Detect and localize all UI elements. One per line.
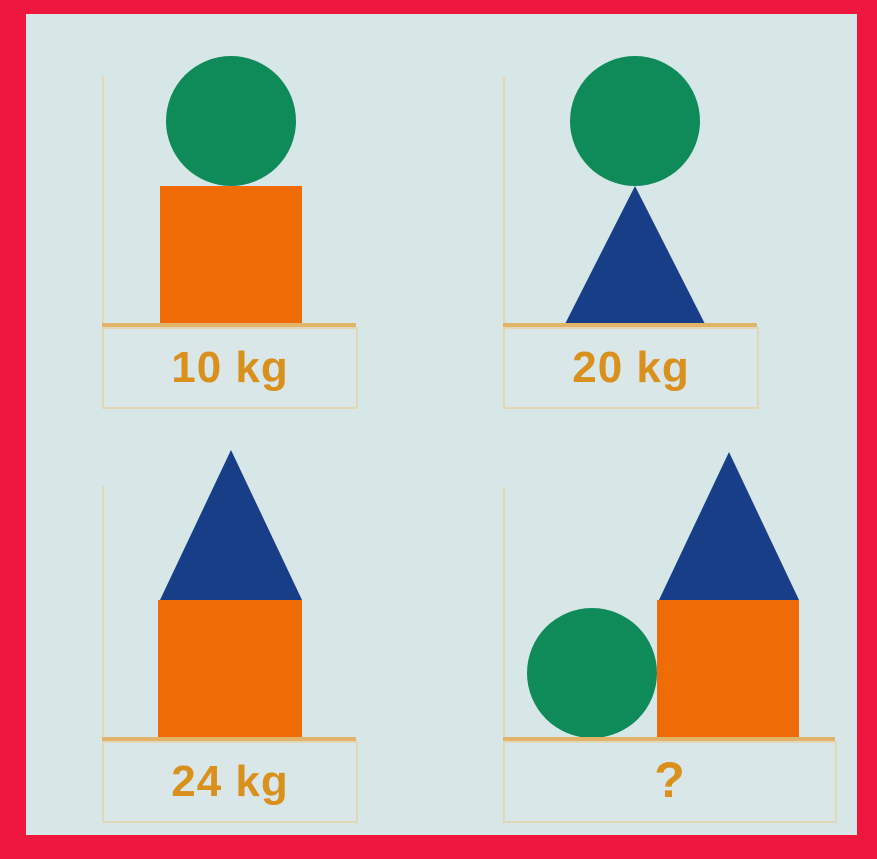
blue-triangle	[565, 186, 705, 324]
unknown-weight-label: ?	[654, 752, 686, 808]
green-circle	[166, 56, 296, 186]
orange-square	[158, 600, 302, 740]
scale-plate	[503, 323, 757, 327]
scale-post	[102, 486, 104, 740]
green-circle	[570, 56, 700, 186]
weight-display: ?	[503, 741, 837, 823]
green-circle	[527, 608, 657, 738]
scale-plate	[102, 737, 356, 741]
scale-post	[102, 76, 104, 338]
weight-label: 20 kg	[572, 343, 690, 392]
weight-display: 10 kg	[102, 327, 358, 409]
puzzle-canvas: 10 kg 20 kg 24 kg ?	[26, 14, 857, 835]
scale-plate	[503, 737, 835, 741]
orange-square	[657, 600, 799, 740]
panel-4: ?	[441, 424, 841, 824]
orange-square	[160, 186, 302, 326]
panel-2: 20 kg	[441, 14, 841, 414]
panel-3: 24 kg	[26, 424, 426, 824]
weight-label: 10 kg	[171, 343, 289, 392]
scale-post	[503, 76, 505, 338]
blue-triangle	[160, 450, 302, 600]
scale-post	[503, 486, 505, 740]
panel-1: 10 kg	[26, 14, 426, 414]
weight-display: 20 kg	[503, 327, 759, 409]
scale-plate	[102, 323, 356, 327]
weight-label: 24 kg	[171, 757, 289, 806]
weight-display: 24 kg	[102, 741, 358, 823]
blue-triangle	[659, 452, 799, 600]
